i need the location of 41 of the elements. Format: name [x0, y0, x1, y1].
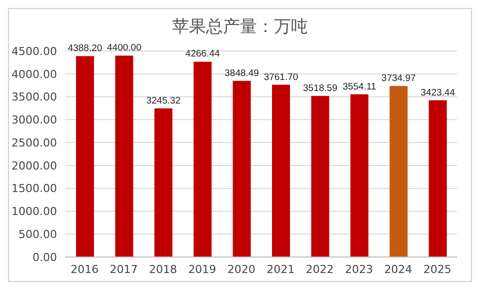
- y-tick-label: 0.00: [32, 250, 57, 264]
- bar: [272, 84, 290, 257]
- x-tick-label: 2024: [384, 262, 412, 276]
- data-label: 4400.00: [107, 42, 142, 54]
- y-tick-label: 4000.00: [12, 68, 57, 81]
- data-label: 3554.11: [342, 81, 376, 92]
- data-label: 3848.49: [224, 68, 259, 79]
- bar: [115, 56, 134, 257]
- x-tick-label: 2025: [423, 262, 452, 276]
- y-tick-label: 3000.00: [12, 114, 57, 127]
- bar: [390, 86, 408, 257]
- data-label: 3734.97: [381, 73, 416, 84]
- data-label: 3245.32: [146, 95, 181, 106]
- x-tick-label: 2021: [266, 262, 295, 276]
- data-label: 4266.44: [185, 48, 220, 60]
- bar: [154, 108, 172, 257]
- chart-title: 苹果总产量：万吨: [171, 16, 309, 39]
- y-tick-label: 1000.00: [12, 205, 57, 218]
- x-tick-label: 2019: [188, 262, 216, 276]
- bar: [76, 56, 94, 257]
- bar: [232, 80, 251, 257]
- x-tick-label: 2018: [149, 262, 177, 276]
- x-tick-label: 2020: [227, 262, 256, 276]
- data-label: 3761.70: [264, 72, 298, 83]
- x-tick-label: 2022: [306, 262, 334, 276]
- y-tick-label: 500.00: [18, 228, 57, 242]
- bar: [311, 96, 330, 257]
- bar: [428, 100, 447, 257]
- y-tick-label: 4500.00: [12, 44, 57, 58]
- y-tick-label: 1500.00: [12, 182, 57, 196]
- x-tick-label: 2023: [345, 262, 373, 276]
- data-label: 3423.44: [420, 87, 455, 98]
- y-tick-label: 2500.00: [12, 136, 57, 150]
- y-tick-label: 3500.00: [12, 90, 57, 104]
- x-tick-label: 2017: [110, 262, 138, 276]
- bar: [194, 62, 212, 257]
- data-label: 3518.59: [303, 82, 338, 94]
- y-tick-label: 2000.00: [12, 159, 57, 172]
- data-label: 4388.20: [68, 43, 102, 54]
- bar: [350, 94, 368, 257]
- x-tick-label: 2016: [70, 262, 99, 276]
